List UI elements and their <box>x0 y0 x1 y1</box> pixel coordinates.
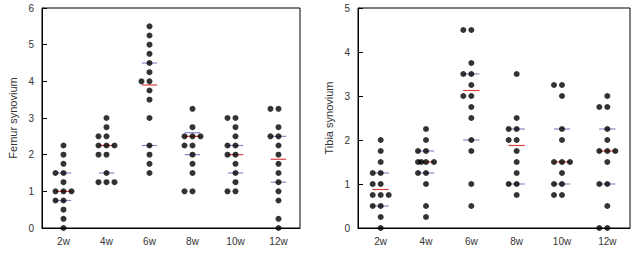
svg-text:6w: 6w <box>465 236 479 247</box>
svg-text:2: 2 <box>344 135 350 146</box>
svg-text:2w: 2w <box>374 236 388 247</box>
svg-text:4: 4 <box>28 76 34 87</box>
svg-text:8w: 8w <box>510 236 524 247</box>
svg-text:5: 5 <box>344 3 350 14</box>
svg-text:Tibia synovium: Tibia synovium <box>323 82 335 155</box>
svg-text:5: 5 <box>28 39 34 50</box>
svg-text:12w: 12w <box>598 236 617 247</box>
svg-text:3: 3 <box>28 113 34 124</box>
svg-text:0: 0 <box>28 223 34 234</box>
svg-text:1: 1 <box>344 179 350 190</box>
svg-text:12w: 12w <box>269 236 288 247</box>
svg-text:0: 0 <box>344 223 350 234</box>
svg-text:6: 6 <box>28 3 34 14</box>
svg-text:1: 1 <box>28 186 34 197</box>
svg-text:2w: 2w <box>57 236 71 247</box>
svg-text:4: 4 <box>344 47 350 58</box>
svg-text:Femur synovium: Femur synovium <box>7 77 19 158</box>
svg-text:10w: 10w <box>226 236 245 247</box>
svg-text:2: 2 <box>28 149 34 160</box>
svg-text:3: 3 <box>344 91 350 102</box>
svg-text:6w: 6w <box>143 236 157 247</box>
svg-text:8w: 8w <box>186 236 200 247</box>
svg-text:4w: 4w <box>420 236 434 247</box>
svg-text:4w: 4w <box>100 236 114 247</box>
svg-text:10w: 10w <box>553 236 572 247</box>
